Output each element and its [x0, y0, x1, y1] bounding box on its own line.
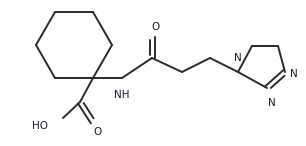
Text: N: N — [290, 69, 298, 79]
Text: N: N — [234, 53, 242, 63]
Text: O: O — [152, 22, 160, 32]
Text: N: N — [268, 98, 276, 108]
Text: O: O — [93, 127, 101, 137]
Text: NH: NH — [114, 90, 130, 100]
Text: HO: HO — [32, 121, 48, 131]
